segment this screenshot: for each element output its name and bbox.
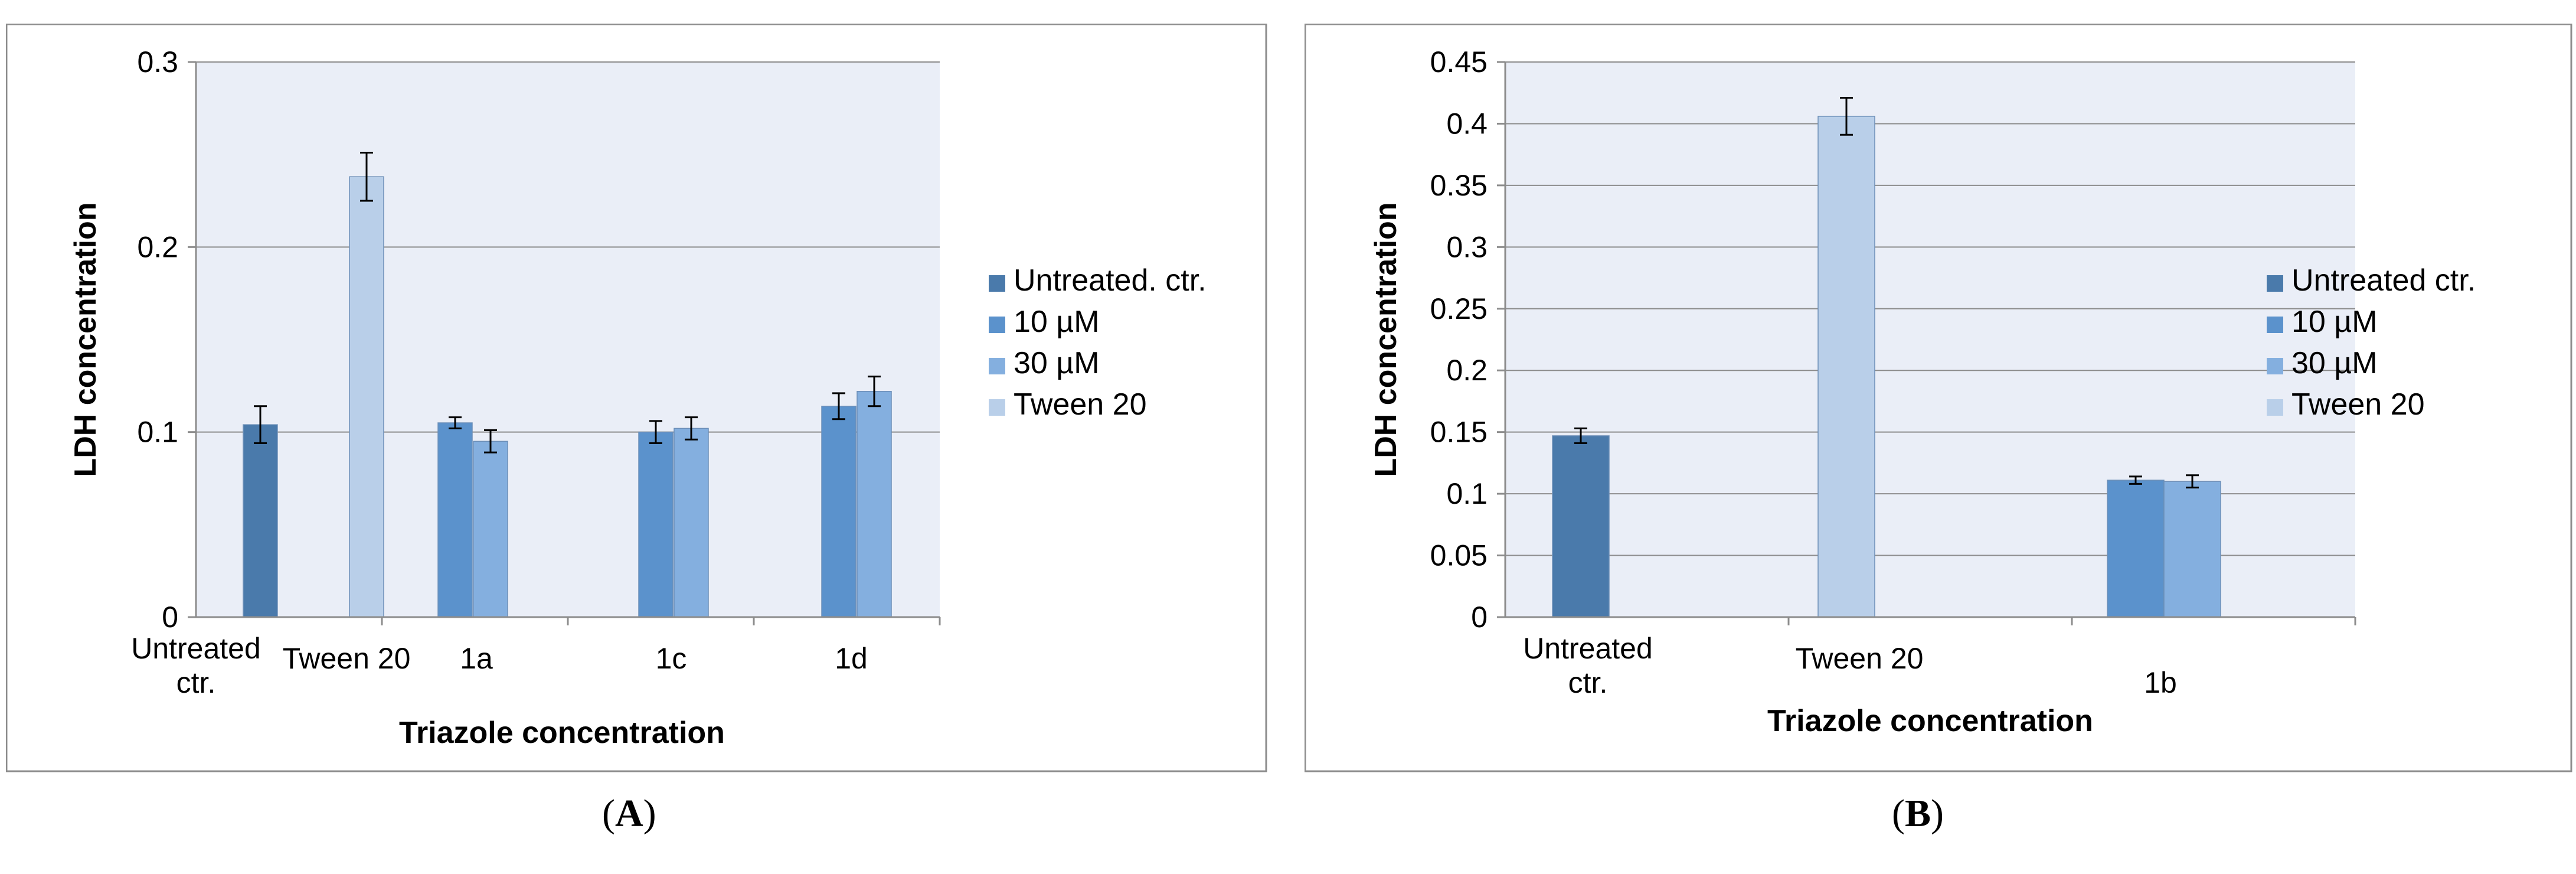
chart-b-y-tick-label: 0.35	[1430, 169, 1488, 202]
chart-a-x-tick-label: 1d	[835, 642, 868, 675]
chart-b-legend-label: Tween 20	[2291, 387, 2425, 422]
chart-b-y-tick-label: 0.15	[1430, 416, 1488, 449]
chart-a-bar	[821, 406, 857, 618]
chart-b-legend: Untreated ctr. 10 µM 30 µM Tween 20	[2267, 263, 2476, 422]
chart-b-plot-area	[1505, 62, 2355, 617]
chart-a-x-tick-label: Untreated	[131, 632, 261, 665]
panel-label-b-letter: B	[1904, 792, 1931, 835]
chart-a-bar	[638, 431, 674, 618]
chart-a-bar	[674, 428, 709, 618]
chart-b-y-tick-label: 0.3	[1446, 230, 1488, 263]
chart-a-gridlines	[196, 61, 940, 433]
panel-label-a-letter: A	[614, 792, 643, 835]
chart-a-legend-swatch	[989, 317, 1005, 333]
chart-b-y-tick-label: 0.45	[1430, 45, 1488, 79]
panel-label-b-close: )	[1931, 792, 1944, 835]
chart-a-x-tick-label: ctr.	[176, 666, 216, 699]
chart-a-bar	[243, 424, 278, 618]
chart-a-y-tick-label: 0	[162, 601, 178, 634]
chart-a-x-tick-label: Tween 20	[283, 642, 411, 675]
chart-b-x-tick-label: Tween 20	[1796, 642, 1924, 675]
chart-b-legend-label: 30 µM	[2291, 346, 2378, 380]
chart-b-y-tick-label: 0.25	[1430, 292, 1488, 325]
chart-b-error-bars	[1574, 97, 2199, 489]
panel-label-b: (B)	[1892, 791, 1944, 836]
chart-a-legend-swatch	[989, 275, 1005, 292]
chart-a-legend: Untreated. ctr. 10 µM 30 µM Tween 20	[989, 263, 1207, 422]
panel-label-b-open: (	[1892, 792, 1905, 835]
chart-a-bar	[437, 422, 473, 618]
chart-b-legend-label: 10 µM	[2291, 305, 2378, 339]
chart-b-y-axis-title: LDH concentration	[1369, 202, 1403, 477]
chart-a-plot-area	[196, 62, 940, 617]
chart-b-gridlines	[1505, 61, 2355, 556]
chart-a-bar	[857, 390, 892, 618]
chart-b-bar	[1552, 435, 1610, 618]
chart-a-legend-swatch	[989, 358, 1005, 374]
chart-b-bar	[2163, 481, 2221, 618]
chart-b-y-tick-label: 0.4	[1446, 107, 1488, 140]
chart-b-legend-label: Untreated ctr.	[2291, 263, 2476, 298]
chart-a-legend-label: 30 µM	[1014, 346, 1100, 380]
chart-a-x-tick-label: 1c	[656, 642, 687, 675]
chart-b-legend-swatch	[2267, 399, 2283, 416]
chart-a-legend-swatch	[989, 399, 1005, 416]
chart-a-y-tick-label: 0.2	[137, 230, 178, 263]
chart-b-legend-swatch	[2267, 275, 2283, 292]
chart-a-legend-label: Untreated. ctr.	[1014, 263, 1207, 298]
chart-b-x-tick-label: 1b	[2144, 666, 2177, 699]
chart-a-x-axis-title: Triazole concentration	[399, 716, 725, 750]
chart-a-y-tick-label: 0.1	[137, 416, 178, 449]
chart-b-y-ticks: 0 0.05 0.1 0.15 0.2 0.25 0.3 0.35 0.4 0.45	[1430, 45, 1505, 634]
chart-a-legend-label: Tween 20	[1014, 387, 1147, 422]
chart-a-y-ticks: 0 0.1 0.2 0.3	[137, 45, 196, 634]
chart-b-bars	[1552, 116, 2221, 618]
chart-b: 0 0.05 0.1 0.15 0.2 0.25 0.3 0.35 0.4 0.45 Untrea…	[1305, 24, 2572, 772]
chart-a-bar	[473, 441, 508, 618]
chart-a-legend-label: 10 µM	[1014, 305, 1100, 339]
chart-b-y-tick-label: 0	[1471, 601, 1488, 634]
chart-a-bar	[349, 176, 384, 618]
chart-b-x-axis-title: Triazole concentration	[1767, 704, 2093, 738]
panel-label-a: (A)	[602, 791, 656, 836]
chart-b-legend-swatch	[2267, 358, 2283, 374]
chart-b-y-tick-label: 0.05	[1430, 539, 1488, 572]
chart-b-legend-swatch	[2267, 317, 2283, 333]
chart-a-error-bars	[254, 152, 881, 454]
chart-a-x-tick-label: 1a	[460, 642, 493, 675]
chart-b-y-tick-label: 0.1	[1446, 477, 1488, 510]
chart-b-bar	[1817, 116, 1875, 618]
chart-b-bar	[2107, 480, 2165, 618]
chart-a-y-axis-title: LDH concentration	[68, 202, 103, 477]
chart-a-y-tick-label: 0.3	[137, 45, 178, 79]
panel-label-a-close: )	[643, 792, 656, 835]
chart-b-x-tick-label: ctr.	[1568, 666, 1608, 699]
panel-label-a-open: (	[602, 792, 615, 835]
chart-b-y-tick-label: 0.2	[1446, 354, 1488, 387]
chart-b-x-tick-label: Untreated	[1523, 632, 1653, 665]
